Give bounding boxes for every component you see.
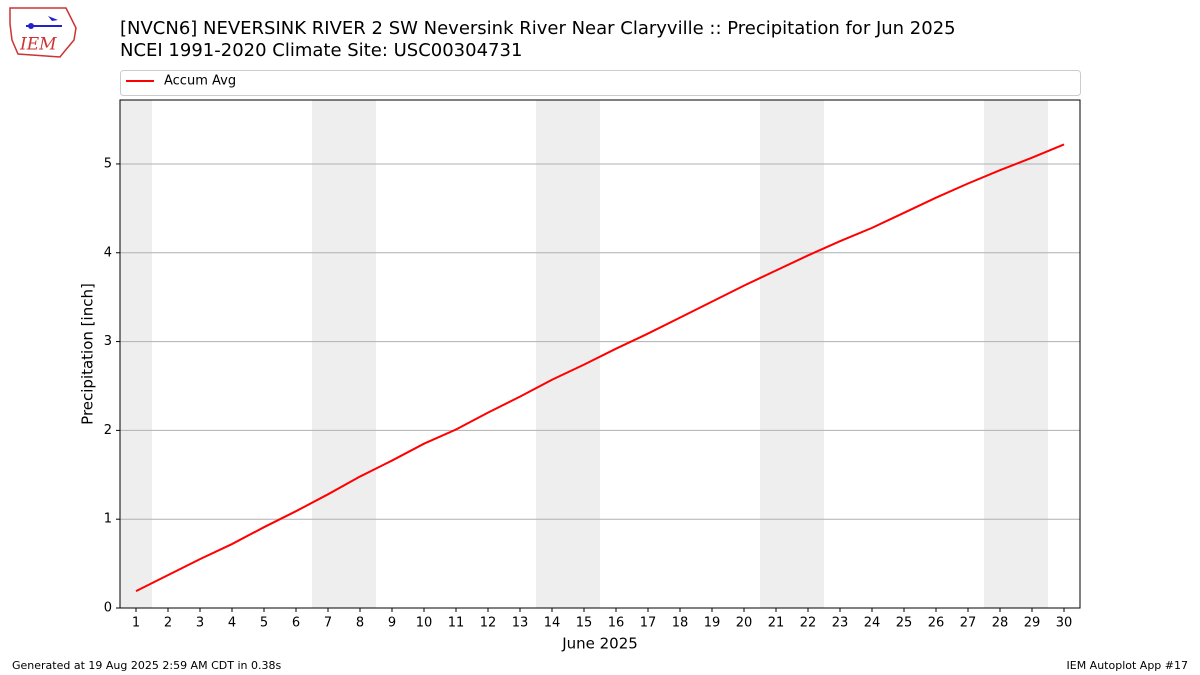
x-tick-label: 22 — [800, 616, 817, 631]
x-tick-label: 6 — [292, 616, 300, 631]
x-tick-label: 28 — [992, 616, 1009, 631]
x-tick-label: 5 — [260, 616, 268, 631]
x-tick-label: 11 — [448, 616, 465, 631]
x-tick-label: 7 — [324, 616, 332, 631]
logo-text: IEM — [19, 35, 57, 55]
data-line — [135, 143, 1065, 593]
x-tick-label: 21 — [768, 616, 785, 631]
weekend-band — [536, 100, 568, 608]
chart-subtitle: NCEI 1991-2020 Climate Site: USC00304731 — [120, 40, 522, 61]
x-tick-label: 15 — [576, 616, 593, 631]
x-tick-label: 17 — [640, 616, 657, 631]
x-tick-label: 4 — [228, 616, 236, 631]
weekend-band — [568, 100, 600, 608]
weekend-band — [344, 100, 376, 608]
y-tick-label: 3 — [104, 334, 112, 349]
weekend-band — [984, 100, 1016, 608]
logo: IEM — [9, 7, 77, 58]
x-tick-label: 27 — [960, 616, 977, 631]
x-tick-label: 18 — [672, 616, 689, 631]
legend-label: Accum Avg — [164, 74, 236, 89]
x-tick-label: 3 — [196, 616, 204, 631]
x-tick-label: 16 — [608, 616, 625, 631]
x-axis-label: June 2025 — [561, 635, 638, 653]
x-tick-label: 29 — [1024, 616, 1041, 631]
weekend-band — [792, 100, 824, 608]
x-tick-label: 26 — [928, 616, 945, 631]
x-tick-label: 19 — [704, 616, 721, 631]
legend-box — [120, 70, 1081, 96]
x-tick-label: 2 — [164, 616, 172, 631]
x-tick-label: 24 — [864, 616, 881, 631]
y-tick-label: 2 — [104, 423, 112, 438]
weekend-band — [760, 100, 792, 608]
y-tick-label: 0 — [104, 601, 112, 616]
weekend-band — [120, 100, 152, 608]
y-axis-label: Precipitation [inch] — [79, 283, 97, 425]
x-tick-label: 23 — [832, 616, 849, 631]
x-tick-label: 14 — [544, 616, 561, 631]
y-tick-label: 5 — [104, 156, 112, 171]
y-tick-label: 4 — [104, 245, 112, 260]
x-tick-label: 25 — [896, 616, 913, 631]
chart-title: [NVCN6] NEVERSINK RIVER 2 SW Neversink R… — [120, 18, 956, 39]
x-tick-label: 20 — [736, 616, 753, 631]
x-tick-label: 1 — [132, 616, 140, 631]
weekend-band — [312, 100, 344, 608]
footer-left: Generated at 19 Aug 2025 2:59 AM CDT in … — [12, 659, 281, 672]
x-tick-label: 9 — [388, 616, 396, 631]
weekend-band — [1016, 100, 1048, 608]
x-tick-label: 12 — [480, 616, 497, 631]
y-tick-label: 1 — [104, 512, 112, 527]
x-tick-label: 8 — [356, 616, 364, 631]
plot-frame — [119, 99, 1081, 609]
footer-right: IEM Autoplot App #17 — [1067, 659, 1189, 672]
x-tick-label: 13 — [512, 616, 529, 631]
x-tick-label: 10 — [416, 616, 433, 631]
x-tick-label: 30 — [1056, 616, 1073, 631]
